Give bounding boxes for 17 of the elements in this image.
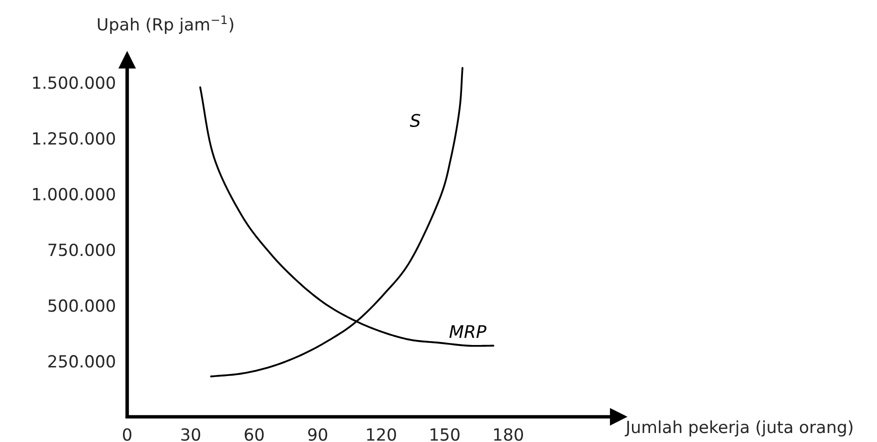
x-tick-label: 120 <box>367 428 396 441</box>
y-axis-title: Upah (Rp jam$^{−1}$) <box>98 15 234 34</box>
text: S <box>410 114 420 128</box>
y-tick-label: 1.000.000 <box>33 188 115 200</box>
y-tick-label: 500.000 <box>48 299 115 312</box>
x-tick-label: 60 <box>244 428 264 441</box>
x-tick-label: 0 <box>122 428 132 441</box>
x-tick-label: 150 <box>430 428 460 441</box>
x-tick-label: 30 <box>181 428 200 441</box>
y-tick-label: 750.000 <box>48 244 115 256</box>
series-label: MRP <box>449 325 486 338</box>
x-axis-title: Jumlah pekerja (juta orang) <box>624 420 852 437</box>
x-tick-label: 180 <box>494 428 524 441</box>
y-tick-label: 1.250.000 <box>33 132 115 145</box>
y-tick-label: 250.000 <box>48 355 115 368</box>
x-tick-label: 90 <box>308 428 328 441</box>
y-tick-label: 1.500.000 <box>33 76 115 89</box>
